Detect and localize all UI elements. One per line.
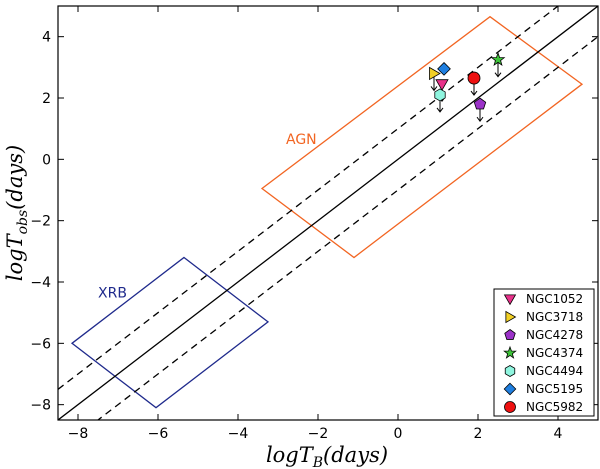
data-point-ngc5982 [467,71,481,85]
region-xrb-outline [70,256,270,409]
legend-marker-ngc5982 [504,401,516,413]
data-point-ngc5195 [437,62,451,76]
upper-limit-arrow-head [476,116,484,122]
legend-label: NGC4278 [526,328,583,342]
y-tick-label: 4 [42,30,51,46]
legend-label: NGC3718 [526,310,583,324]
regions-layer [70,15,584,409]
legend-label: NGC1052 [526,292,583,306]
legend-label: NGC5195 [526,382,583,396]
ticks-layer: −8 −6 −4 −2 0 2 4 −8 −6 −4 −2 0 2 4 [30,6,598,442]
dashed-offset-line [58,6,560,390]
y-tick-label: −6 [30,336,51,352]
data-point-ngc1052 [435,79,449,92]
one-to-one-line [58,6,598,420]
plot-frame [57,5,599,421]
legend: NGC1052 NGC3718 NGC4278 NGC4374 NGC4494 NGC51… [493,288,595,417]
region-xrb-label: XRB [98,285,127,301]
x-tick-label: −2 [308,426,329,442]
y-tick-label: 0 [42,152,51,168]
legend-label: NGC4494 [526,364,583,378]
y-axis-label: logTobs(days) [3,145,31,281]
legend-marker-ngc4494 [504,365,516,377]
region-agn-outline [260,15,584,259]
upper-limit-arrow-head [436,107,444,113]
y-tick-label: 2 [42,91,51,107]
y-tick-label: −4 [30,275,51,291]
reference-lines-layer [58,6,598,420]
y-tick-label: −2 [30,214,51,230]
x-tick-label: −6 [148,426,169,442]
legend-marker-ngc3718 [505,310,517,324]
upper-limit-arrow-head [470,90,478,96]
x-axis-label: logTB(days) [266,443,388,469]
data-point-ngc4278 [473,97,487,110]
legend-marker-ngc1052 [503,294,517,306]
legend-label: NGC5982 [526,400,583,414]
upper-limit-arrow-head [494,72,502,78]
x-tick-label: 0 [394,426,403,442]
y-tick-label: −8 [30,398,51,414]
x-tick-label: 4 [554,426,563,442]
dashed-offset-line [96,36,598,420]
x-tick-label: −8 [68,426,89,442]
data-point-ngc4374 [490,51,506,66]
points-layer [429,51,506,122]
legend-marker-ngc4374 [503,345,517,359]
legend-marker-ngc4278 [504,329,516,340]
x-tick-label: −4 [228,426,249,442]
upper-limit-arrow-head [430,86,438,92]
legend-label: NGC4374 [526,346,583,360]
data-point-ngc4494 [434,88,446,102]
legend-marker-ngc5195 [503,382,517,396]
data-point-ngc3718 [429,66,441,81]
region-agn-label: AGN [286,132,317,148]
x-tick-label: 2 [474,426,483,442]
